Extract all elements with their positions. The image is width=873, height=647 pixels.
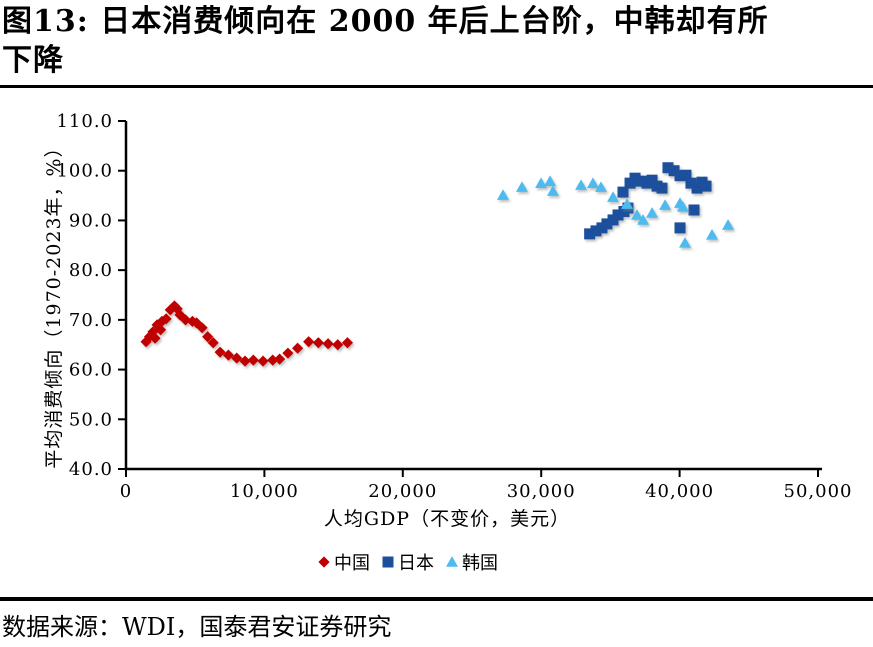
y-tick-label: 110.0 [56, 111, 113, 132]
point-korea [535, 177, 548, 188]
point-korea [594, 181, 607, 192]
legend-item-japan: 日本 [382, 553, 434, 574]
series-china [140, 300, 354, 367]
point-japan [662, 162, 674, 174]
legend-label-korea: 韩国 [462, 553, 498, 574]
point-japan [584, 228, 596, 240]
point-china [214, 346, 226, 358]
point-japan [590, 225, 602, 237]
legend: 中国 日本 韩国 [318, 553, 498, 574]
point-china [312, 337, 324, 349]
series-korea [497, 175, 735, 248]
point-china [322, 338, 334, 350]
y-tick-label: 60.0 [69, 360, 113, 381]
diamond-icon [318, 556, 330, 568]
point-japan [674, 222, 686, 234]
point-china [202, 331, 214, 343]
point-korea [607, 191, 620, 202]
point-japan [688, 204, 700, 216]
point-china [222, 349, 235, 361]
point-china [155, 324, 167, 336]
point-korea [705, 229, 718, 240]
point-japan [656, 182, 668, 194]
x-tick-label: 20,000 [368, 481, 437, 502]
point-china [274, 353, 286, 365]
triangle-icon-shape [446, 556, 458, 567]
figure-title-line1: 图13: 日本消费倾向在 2000 年后上台阶，中韩却有所 [2, 4, 769, 39]
point-korea [497, 189, 510, 200]
x-tick-label: 50,000 [784, 481, 853, 502]
legend-label-japan: 日本 [398, 553, 434, 574]
y-tick-label: 50.0 [69, 409, 113, 430]
bottom-divider [0, 597, 873, 601]
point-japan [674, 170, 686, 182]
point-china [247, 354, 259, 366]
y-tick-label: 40.0 [69, 459, 113, 480]
point-china [160, 313, 172, 325]
figure-title: 图13: 日本消费倾向在 2000 年后上台阶，中韩却有所 下降 [2, 2, 871, 80]
point-korea [515, 181, 528, 192]
point-china [267, 354, 279, 366]
y-tick-label: 90.0 [69, 210, 113, 231]
y-tick-label: 100.0 [56, 161, 113, 182]
diamond-icon-shape [318, 556, 330, 568]
point-korea [586, 177, 599, 188]
point-korea [546, 185, 559, 196]
point-china [341, 337, 354, 349]
point-korea [544, 175, 557, 186]
point-japan [601, 218, 613, 230]
point-china [292, 342, 304, 354]
point-korea [659, 199, 672, 210]
point-china [303, 336, 315, 348]
x-axis-title: 人均GDP（不变价，美元） [324, 508, 570, 530]
point-china [239, 355, 251, 367]
title-divider [0, 85, 873, 88]
series-japan [584, 162, 712, 240]
point-korea [575, 179, 588, 190]
scatter-chart: 40.0 50.0 60.0 70.0 80.0 90.0 100.0 110.0 0 10,00… [43, 111, 853, 574]
square-icon-shape [382, 556, 394, 568]
x-tick-label: 30,000 [507, 481, 576, 502]
point-japan [680, 169, 692, 181]
y-tick-label: 70.0 [69, 310, 113, 331]
legend-label-china: 中国 [334, 553, 370, 574]
point-korea [677, 201, 690, 212]
axes: 40.0 50.0 60.0 70.0 80.0 90.0 100.0 110.0 0 10,00… [56, 111, 853, 502]
point-korea [678, 237, 691, 248]
point-japan [668, 165, 680, 177]
figure-title-line2: 下降 [2, 43, 64, 78]
point-china [332, 339, 344, 351]
point-china [231, 352, 243, 364]
legend-item-china: 中国 [318, 553, 370, 574]
point-japan [691, 182, 703, 194]
square-icon [382, 556, 394, 568]
point-korea [637, 214, 650, 225]
point-japan [700, 180, 712, 192]
point-korea [621, 198, 634, 209]
point-japan [612, 209, 624, 221]
point-china [257, 355, 269, 367]
triangle-icon [446, 556, 458, 567]
point-china [282, 347, 294, 359]
x-tick-label: 10,000 [230, 481, 299, 502]
x-tick-label: 40,000 [645, 481, 714, 502]
point-china [140, 336, 152, 348]
point-china [207, 337, 219, 349]
legend-item-korea: 韩国 [446, 553, 498, 574]
point-japan [685, 177, 697, 189]
point-japan [635, 175, 647, 187]
point-japan [646, 174, 658, 186]
point-korea [630, 209, 643, 220]
source-note: 数据来源：WDI，国泰君安证券研究 [2, 613, 392, 641]
point-japan [617, 186, 629, 198]
point-korea [722, 219, 735, 230]
y-axis-title: 平均消费倾向（1970-2023年，%） [43, 137, 65, 468]
point-korea [646, 207, 659, 218]
y-tick-label: 80.0 [69, 260, 113, 281]
x-tick-label: 0 [120, 481, 132, 502]
point-japan [629, 172, 641, 184]
